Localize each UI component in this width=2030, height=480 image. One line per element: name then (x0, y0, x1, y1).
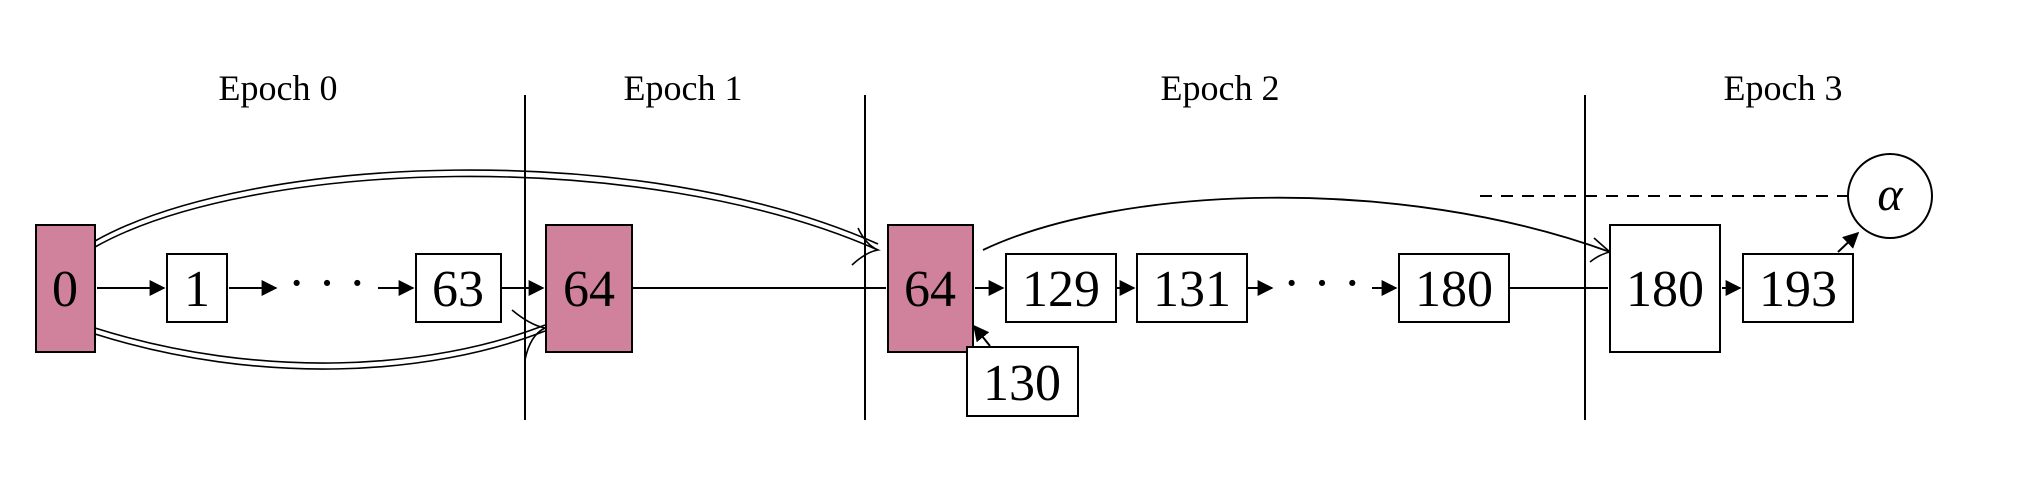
arrow-130-to-64b (974, 326, 990, 346)
node-180-epoch3: 180 (1610, 225, 1720, 352)
node-193-label: 193 (1759, 261, 1837, 318)
alpha-node: α (1848, 154, 1932, 238)
node-131-label: 131 (1153, 261, 1231, 318)
node-130: 130 (967, 347, 1078, 416)
ellipsis-2: · · · (1283, 255, 1361, 312)
curve-arrowhead (1590, 238, 1610, 262)
arrow-193-to-alpha (1838, 233, 1858, 252)
alpha-label: α (1877, 168, 1903, 221)
node-129-label: 129 (1022, 261, 1100, 318)
epoch-label-0: Epoch 0 (219, 68, 338, 108)
double-curve-0-to-64b (95, 170, 878, 265)
node-131: 131 (1137, 254, 1247, 322)
node-63-label: 63 (432, 261, 484, 318)
node-180-epoch2: 180 (1399, 254, 1509, 322)
node-1-label: 1 (184, 261, 210, 318)
node-64-epoch1: 64 (546, 225, 632, 352)
node-0-label: 0 (52, 261, 78, 318)
ellipsis-1: · · · (288, 255, 366, 312)
node-130-label: 130 (983, 355, 1061, 412)
epoch-label-2: Epoch 2 (1161, 68, 1280, 108)
node-64-epoch1-label: 64 (563, 261, 615, 318)
node-64-epoch2-label: 64 (904, 261, 956, 318)
node-64-epoch2: 64 (888, 225, 973, 352)
node-180-epoch2-label: 180 (1415, 261, 1493, 318)
node-63: 63 (416, 254, 501, 322)
node-0: 0 (36, 225, 95, 352)
epoch-label-1: Epoch 1 (624, 68, 743, 108)
curve-64b-to-180b (983, 198, 1610, 252)
node-129: 129 (1006, 254, 1116, 322)
node-1: 1 (167, 254, 227, 322)
epoch-label-3: Epoch 3 (1724, 68, 1843, 108)
node-180-epoch3-label: 180 (1626, 261, 1704, 318)
node-193: 193 (1743, 254, 1853, 322)
